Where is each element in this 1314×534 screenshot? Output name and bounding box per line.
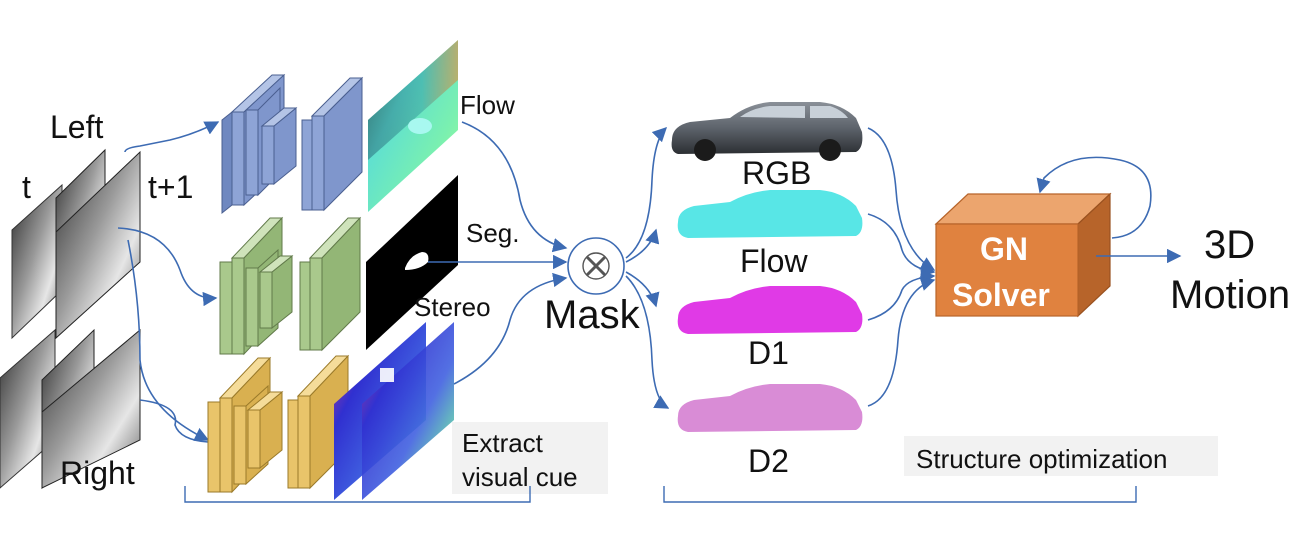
solver-label-line1: GN bbox=[980, 231, 1028, 267]
structure-optimization-box: Structure optimization bbox=[904, 436, 1218, 476]
output-label-line2: Motion bbox=[1170, 273, 1290, 317]
flow-map bbox=[368, 40, 458, 212]
arrow-right-to-stereo-net bbox=[139, 399, 209, 443]
solver-iteration-loop-arrow bbox=[1036, 156, 1152, 239]
output-label-flow: Flow bbox=[740, 243, 808, 279]
left-input-frames bbox=[11, 148, 141, 340]
arrow-mask-to-flow bbox=[625, 228, 660, 263]
arrow-input-to-flow-net bbox=[124, 121, 220, 153]
arrow-stereo-to-mask bbox=[453, 272, 568, 385]
output-label-d1: D1 bbox=[748, 335, 789, 371]
arrow-flow-to-mask bbox=[461, 121, 568, 253]
mask-label: Mask bbox=[544, 293, 641, 337]
right-label: Right bbox=[60, 455, 135, 491]
extract-label-line1: Extract bbox=[462, 428, 544, 458]
solver-label-line2: Solver bbox=[952, 277, 1050, 313]
arrow-rgb-to-solver bbox=[867, 127, 936, 271]
flow-car-silhouette-icon bbox=[677, 190, 863, 238]
segmentation-network bbox=[219, 216, 362, 356]
stereo-network bbox=[207, 354, 350, 494]
structure-bracket bbox=[663, 486, 1137, 503]
flow-cue-label: Flow bbox=[460, 90, 515, 120]
d1-car-silhouette-icon bbox=[677, 286, 863, 334]
seg-cue-label: Seg. bbox=[466, 218, 520, 248]
arrow-input-to-seg-net bbox=[117, 227, 218, 307]
arrow-d1-to-solver bbox=[867, 269, 936, 321]
extract-label-line2: visual cue bbox=[462, 462, 578, 492]
arrow-mask-to-d1 bbox=[625, 271, 660, 308]
t1-label: t+1 bbox=[148, 169, 193, 205]
d2-car-silhouette-icon bbox=[677, 384, 863, 432]
segmentation-map bbox=[366, 175, 458, 350]
arrow-d2-to-solver bbox=[867, 277, 936, 407]
output-label-line1: 3D bbox=[1204, 223, 1255, 267]
extract-visual-cue-box: Extract visual cue bbox=[452, 422, 608, 494]
rgb-car-image bbox=[671, 102, 863, 161]
t-label: t bbox=[22, 169, 31, 205]
left-label: Left bbox=[50, 109, 103, 145]
mask-multiply-icon bbox=[567, 237, 625, 295]
stereo-cue-label: Stereo bbox=[414, 292, 491, 322]
flow-network bbox=[221, 73, 364, 215]
extract-bracket bbox=[184, 486, 531, 503]
arrow-mask-to-rgb bbox=[625, 126, 668, 259]
stereo-maps bbox=[334, 322, 454, 500]
output-label-d2: D2 bbox=[748, 443, 789, 479]
output-label-rgb: RGB bbox=[742, 155, 811, 191]
arrow-mask-to-d2 bbox=[625, 275, 670, 409]
gn-solver-block: GN Solver bbox=[934, 192, 1112, 318]
arrow-flow-to-solver bbox=[867, 213, 936, 278]
right-input-frames bbox=[0, 328, 141, 490]
structure-optimization-label: Structure optimization bbox=[916, 444, 1167, 474]
